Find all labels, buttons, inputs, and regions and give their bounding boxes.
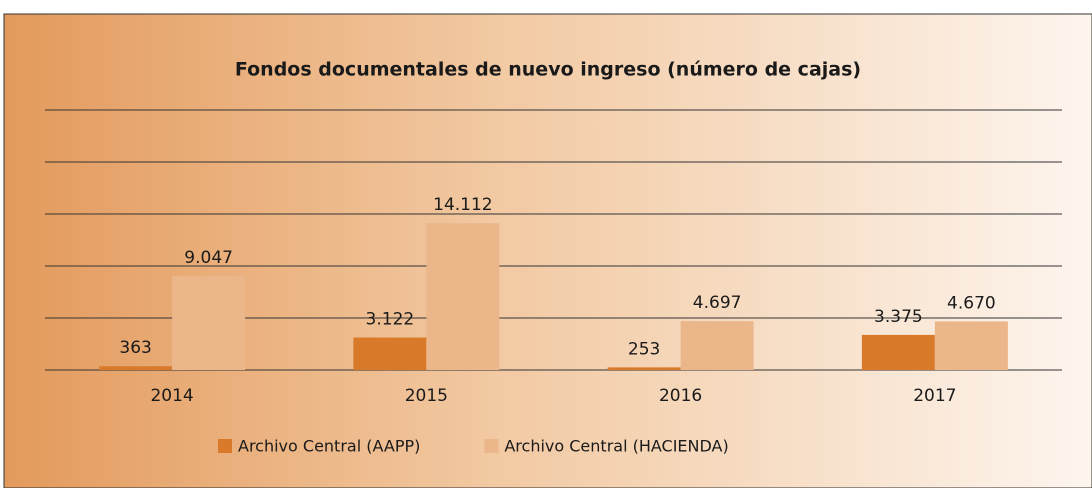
- legend-swatch: [484, 439, 499, 453]
- x-tick-label: 2016: [659, 386, 702, 406]
- data-label: 9.047: [184, 248, 233, 268]
- legend-label: Archivo Central (HACIENDA): [504, 437, 728, 456]
- bar: [934, 321, 1008, 370]
- x-tick-label: 2014: [150, 386, 193, 406]
- data-label: 4.670: [947, 293, 996, 313]
- bar: [861, 334, 935, 370]
- chart-title: Fondos documentales de nuevo ingreso (nú…: [235, 59, 861, 81]
- bar: [99, 366, 173, 370]
- bar: [172, 275, 246, 370]
- legend-label: Archivo Central (AAPP): [238, 437, 420, 456]
- x-tick-label: 2017: [913, 386, 956, 406]
- bar: [680, 321, 754, 370]
- data-label: 363: [119, 338, 151, 358]
- bar: [607, 367, 681, 370]
- data-label: 4.697: [693, 293, 742, 313]
- chart-frame: [3, 13, 1092, 489]
- data-label: 3.122: [366, 310, 415, 330]
- data-label: 14.112: [433, 195, 492, 215]
- data-label: 253: [628, 339, 660, 359]
- bar: [426, 223, 500, 370]
- data-label: 3.375: [874, 307, 923, 327]
- legend-swatch: [218, 439, 232, 453]
- x-tick-label: 2015: [405, 386, 448, 406]
- bar: [353, 337, 427, 370]
